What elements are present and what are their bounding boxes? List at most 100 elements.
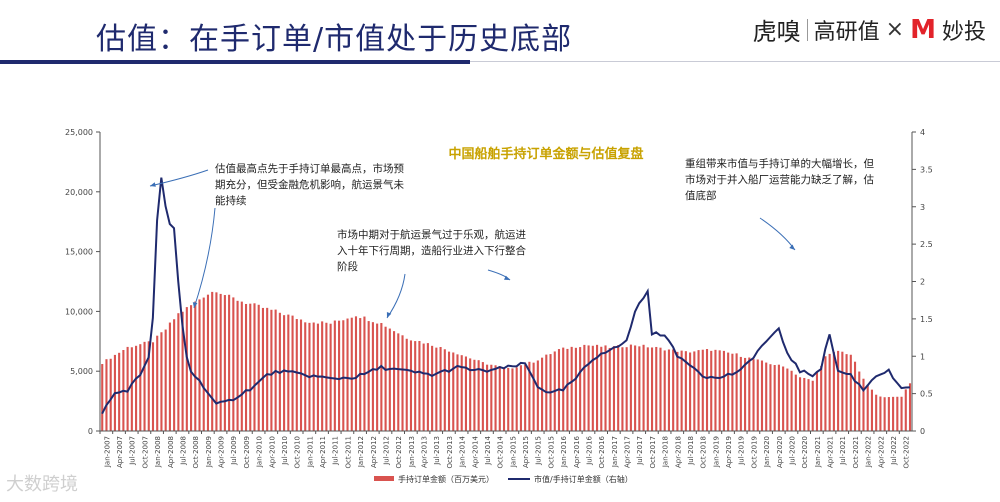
bar (473, 359, 476, 431)
bar (676, 351, 679, 431)
x-tick-label: Apr-2020 (776, 436, 784, 468)
bar (625, 347, 628, 431)
bar (896, 396, 899, 431)
bar (287, 314, 290, 431)
bar (777, 364, 780, 431)
bar (689, 352, 692, 431)
bar (524, 364, 527, 431)
bar (168, 322, 171, 431)
bar (583, 344, 586, 431)
right-tick-label: 1.5 (920, 315, 933, 324)
x-tick-label: Oct-2020 (801, 436, 809, 468)
right-tick-label: 3.5 (920, 165, 933, 174)
bar (587, 345, 590, 431)
x-tick-label: Apr-2015 (522, 436, 530, 468)
bar (397, 333, 400, 431)
x-tick-label: Oct-2009 (243, 436, 251, 468)
bar (173, 319, 176, 431)
x-tick-label: Apr-2017 (624, 436, 632, 468)
bar (338, 320, 341, 431)
bar (257, 304, 260, 431)
annotation-arrow (149, 169, 209, 187)
x-tick-label: Apr-2022 (877, 436, 885, 468)
bar (701, 349, 704, 431)
bar (532, 362, 535, 431)
bar (426, 343, 429, 431)
bar (240, 301, 243, 431)
bar (853, 361, 857, 431)
miaotou-logo-text: 妙投 (941, 19, 986, 45)
annotation-arrow (193, 207, 216, 309)
bar (519, 365, 522, 431)
x-tick-label: Jul-2014 (484, 435, 492, 465)
arrow-head-icon (504, 275, 510, 280)
bar (236, 300, 239, 431)
right-tick-label: 3 (920, 203, 925, 212)
legend-bar-label: 手持订单金额（百万美元） (398, 474, 494, 484)
bar (198, 299, 201, 431)
bar (409, 340, 413, 431)
bar (790, 370, 793, 431)
bar (219, 293, 222, 431)
bar (469, 358, 472, 431)
bar (629, 344, 632, 431)
arrow-head-icon (192, 302, 198, 308)
bar (414, 341, 417, 431)
bar (130, 347, 133, 431)
bar (744, 357, 747, 431)
bar (405, 338, 408, 431)
title-divider (470, 61, 1000, 62)
bar (663, 350, 666, 431)
x-tick-label: Jul-2008 (179, 436, 187, 466)
arrow-head-icon (150, 182, 156, 187)
bar (828, 353, 831, 431)
bar (756, 359, 759, 431)
bar (194, 301, 197, 431)
bar (346, 318, 349, 431)
miaotou-logo-icon: M (910, 14, 936, 45)
bar (502, 367, 506, 431)
x-tick-label: Apr-2009 (218, 436, 226, 468)
bar (837, 350, 840, 431)
right-tick-label: 0.5 (920, 390, 933, 399)
bar (376, 323, 379, 431)
annotation-text: 重组带来市值与手持订单的大幅增长，但 (685, 157, 874, 170)
watermark: 大数跨境 (6, 474, 78, 495)
bar (223, 295, 226, 431)
bar (760, 360, 764, 431)
x-tick-label: Oct-2016 (598, 435, 606, 468)
x-tick-label: Jul-2016 (585, 435, 593, 465)
annotation-text: 入十年下行周期，造船行业进入下行整合 (337, 244, 526, 257)
bar (126, 346, 129, 431)
x-tick-label: Oct-2008 (192, 436, 200, 468)
x-tick-label: Oct-2022 (903, 436, 911, 468)
bar (574, 347, 577, 431)
line-series (101, 177, 910, 415)
bar (680, 350, 683, 431)
bar (904, 389, 907, 431)
bar (642, 344, 645, 431)
x-tick-label: Jul-2015 (535, 436, 543, 466)
bar (752, 359, 755, 431)
bar (883, 397, 886, 431)
bar (481, 362, 484, 431)
right-tick-label: 1 (920, 352, 925, 361)
bar (185, 307, 188, 431)
bar (621, 347, 624, 431)
bar (722, 350, 725, 431)
bar (333, 320, 336, 431)
bar (718, 350, 721, 431)
x-tick-label: Jul-2021 (839, 436, 847, 466)
bar (206, 294, 210, 431)
x-tick-label: Apr-2014 (471, 435, 479, 468)
bar (579, 347, 582, 431)
arrow-head-icon (386, 312, 392, 318)
bar (452, 352, 455, 431)
legend-line-label: 市值/手持订单金额（右轴） (534, 474, 633, 484)
bar (283, 315, 286, 431)
x-tick-label: Apr-2007 (116, 436, 124, 468)
bar (536, 360, 539, 431)
bar (312, 322, 315, 431)
x-tick-label: Apr-2011 (319, 436, 327, 468)
